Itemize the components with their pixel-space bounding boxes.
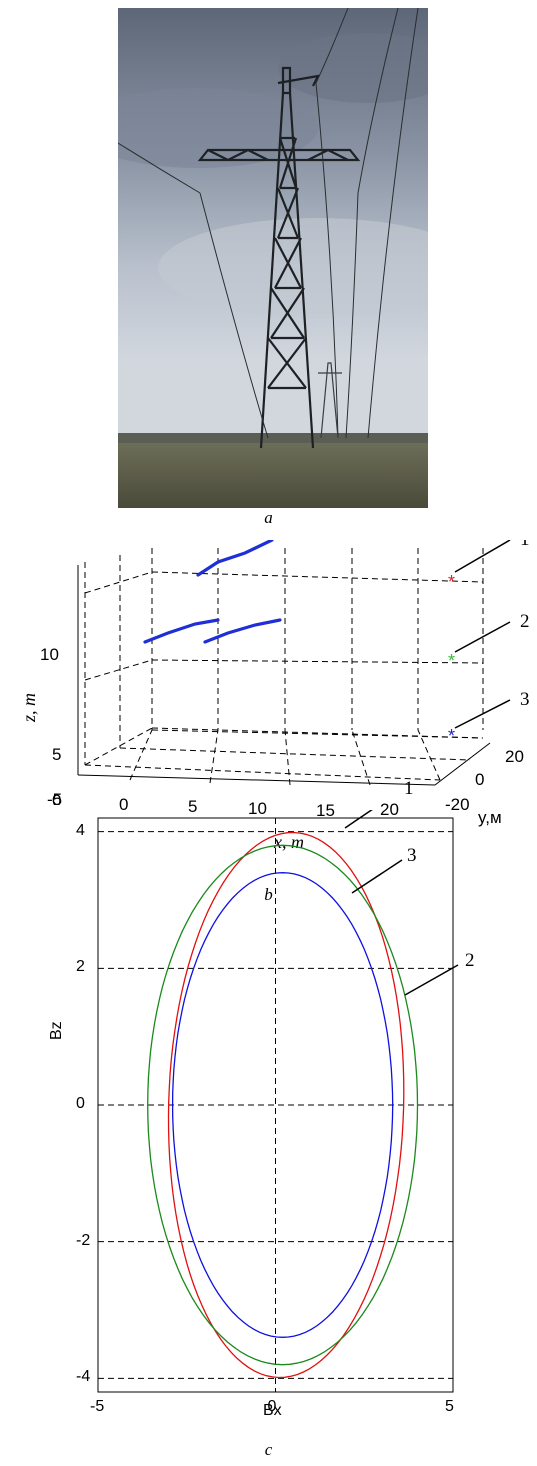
wire-label-1: 1: [520, 540, 530, 550]
distant-tower: [318, 362, 342, 439]
wire-label-3: 3: [520, 689, 530, 710]
curve-2: [147, 844, 419, 1366]
wire-right: [203, 618, 282, 644]
ground: [118, 443, 428, 508]
z-axis-label: z, m: [19, 693, 39, 723]
leader-lines-b: [454, 540, 511, 729]
axes: [77, 565, 491, 786]
caption-c: c: [264, 1440, 273, 1459]
z-tick-5: 5: [52, 745, 61, 764]
marker-1: *: [448, 572, 455, 592]
wire-upper: [196, 540, 274, 577]
z-tick-10: 10: [40, 645, 59, 664]
marker-3: *: [448, 726, 455, 746]
caption-b: b: [264, 885, 273, 904]
plot-c-grid: [97, 818, 454, 1392]
wires-3d-plot: 10 5 0 z, m -5 * * * 1 2 3: [19, 540, 530, 805]
wire-left: [143, 618, 220, 644]
marker-2: *: [448, 651, 455, 671]
power-lines: [118, 8, 419, 439]
wire-lines: [143, 540, 282, 644]
caption-a: a: [264, 508, 273, 527]
box-grid: [84, 548, 484, 786]
leader-lines-c: [344, 810, 459, 996]
ellipse-plot: [97, 810, 459, 1393]
tower-photo: [118, 8, 428, 508]
z-tick-0: 0: [52, 791, 61, 805]
wire-label-2: 2: [520, 611, 530, 632]
tower: [197, 66, 361, 449]
plot-c-axes-box: [97, 817, 454, 1393]
curve-3: [171, 872, 394, 1338]
horizon-trees: [118, 433, 428, 445]
